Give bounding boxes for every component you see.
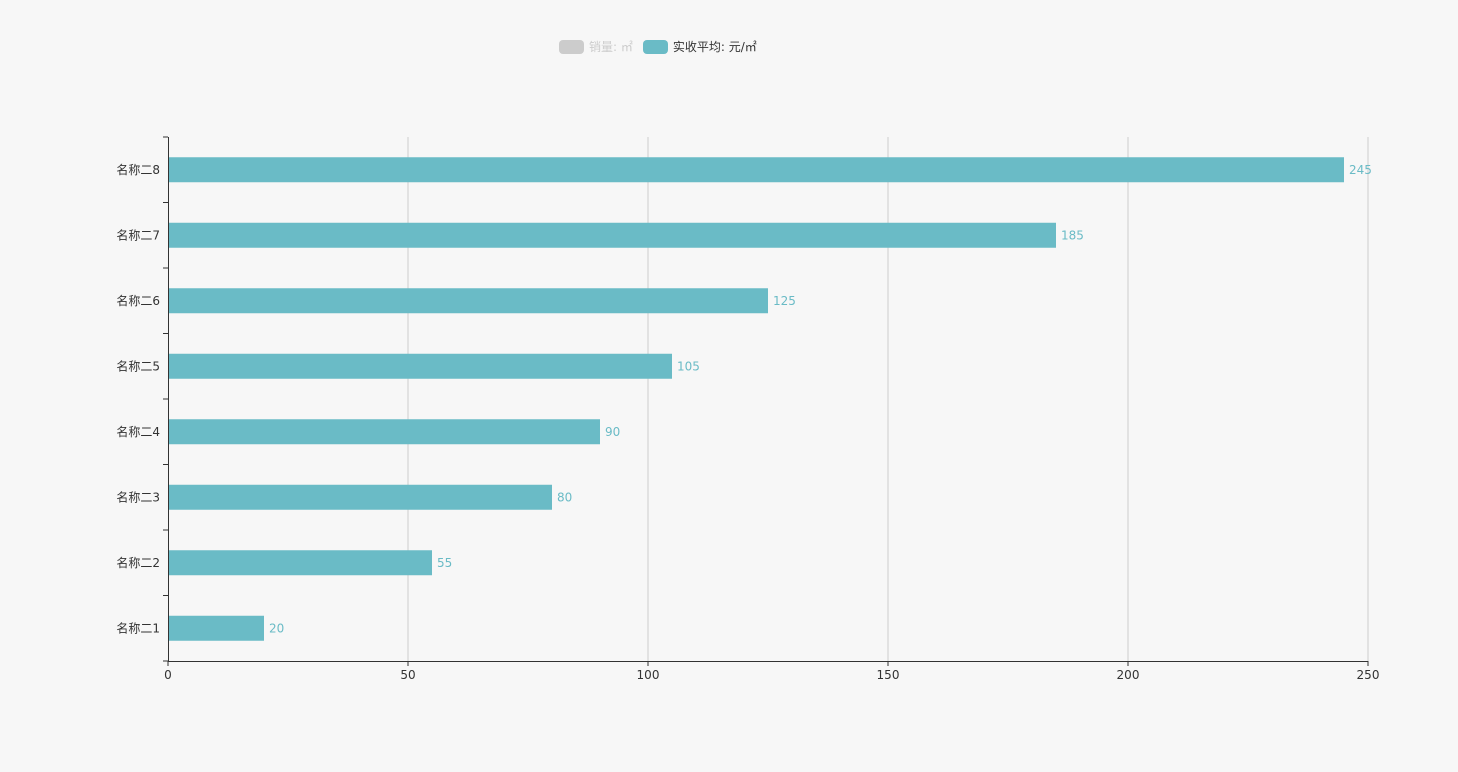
bar-value-label: 20	[269, 621, 284, 635]
bar[interactable]	[169, 484, 552, 510]
bars-group	[169, 157, 1344, 641]
bar[interactable]	[169, 550, 432, 576]
legend-swatch-avg-price	[642, 39, 668, 54]
axes-group	[163, 136, 1369, 666]
bar-value-label: 55	[437, 556, 452, 570]
x-tick-label: 0	[164, 668, 172, 682]
bar-value-label: 245	[1349, 163, 1372, 177]
y-tick-label: 名称二1	[116, 620, 160, 635]
bar-value-label: 90	[605, 425, 620, 439]
x-tick-label: 150	[877, 668, 900, 682]
bar[interactable]	[169, 615, 264, 641]
x-tick-label: 250	[1357, 668, 1380, 682]
x-tick-label: 50	[400, 668, 415, 682]
x-tick-label: 100	[637, 668, 660, 682]
legend-label-sales: 销量: ㎡	[589, 40, 633, 54]
legend-label-avg-price: 实收平均: 元/㎡	[672, 40, 757, 54]
bar-value-label: 125	[773, 294, 796, 308]
bar[interactable]	[169, 222, 1056, 248]
legend-swatch-sales	[559, 39, 584, 54]
legend-item-avg-price[interactable]: 实收平均: 元/㎡	[642, 38, 757, 55]
bar[interactable]	[169, 353, 672, 379]
y-tick-label: 名称二6	[116, 293, 160, 308]
bar-value-label: 80	[557, 490, 572, 504]
x-tick-label: 200	[1117, 668, 1140, 682]
labels-group: 20 55 80 90 105 125 185 245 名称二1 名称二2 名称二3 名称二4 名称二5…	[116, 162, 1379, 682]
chart-legend: 销量: ㎡ 实收平均: 元/㎡	[559, 38, 757, 55]
bar-value-label: 185	[1061, 228, 1084, 242]
bar[interactable]	[169, 157, 1344, 183]
y-tick-label: 名称二8	[116, 162, 160, 177]
y-tick-label: 名称二7	[116, 227, 160, 242]
bar[interactable]	[169, 288, 768, 314]
grid-lines	[407, 137, 1369, 661]
y-tick-label: 名称二2	[116, 555, 160, 570]
y-tick-label: 名称二3	[116, 489, 160, 504]
y-tick-label: 名称二4	[116, 424, 160, 439]
y-tick-label: 名称二5	[116, 358, 160, 373]
legend-item-sales[interactable]: 销量: ㎡	[559, 38, 633, 55]
bar[interactable]	[169, 419, 600, 445]
bar-value-label: 105	[677, 359, 700, 373]
